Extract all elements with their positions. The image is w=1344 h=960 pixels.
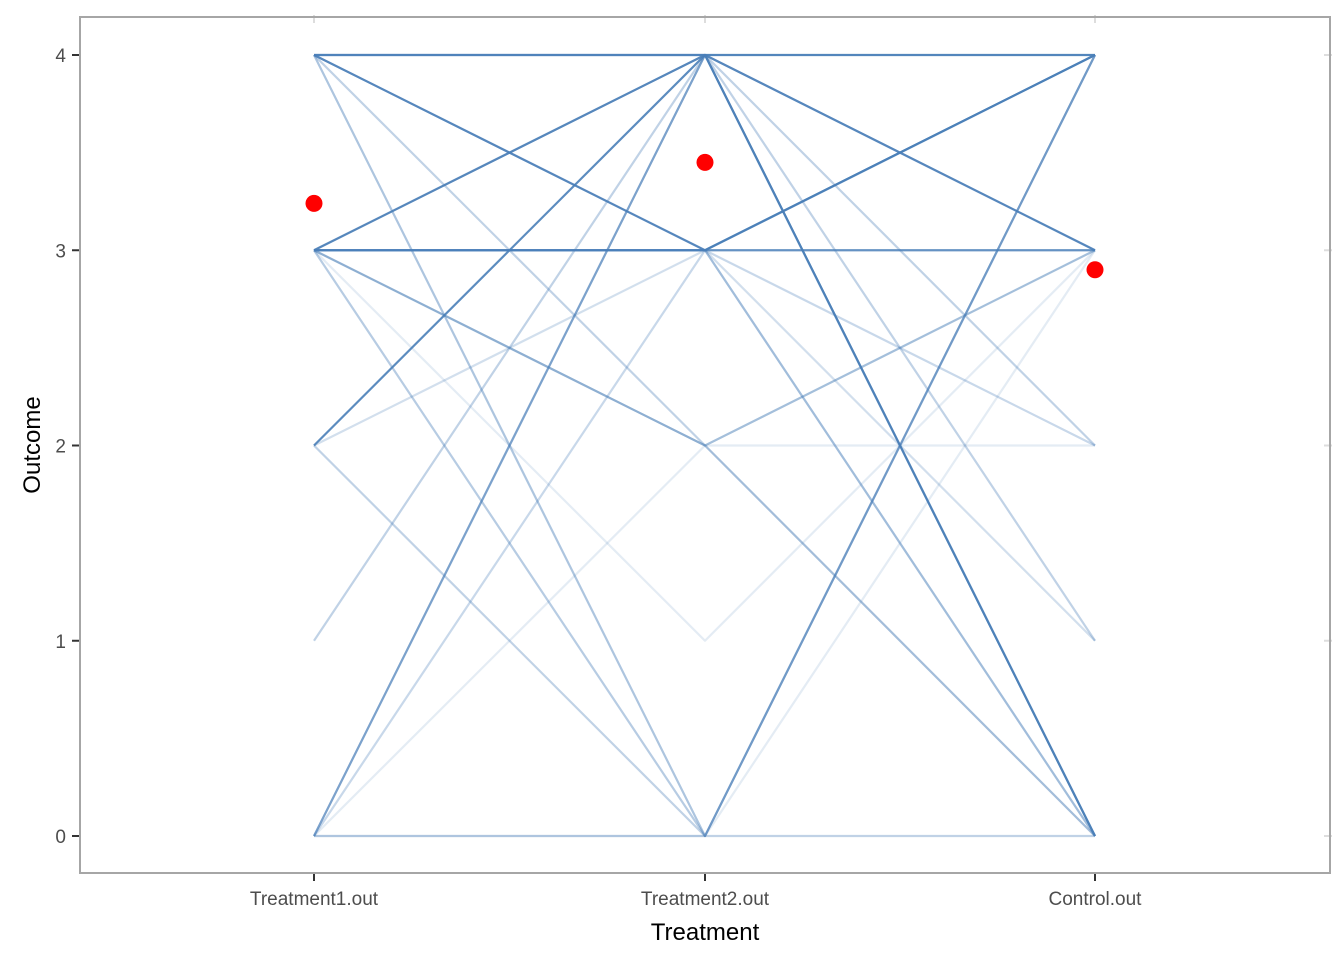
profile-line-12 [313, 249, 1096, 837]
profile-line-24 [314, 54, 1096, 838]
x-tick-label-3: Control.out [1049, 889, 1143, 910]
profile-line-7 [313, 53, 1096, 837]
profile-line-10 [313, 249, 1096, 447]
profile-line-21 [313, 53, 1096, 837]
mean-point-3 [1086, 261, 1104, 279]
profile-line-15 [313, 249, 1096, 642]
profile-line-13 [313, 53, 1096, 642]
y-tick-label-1: 1 [55, 632, 66, 653]
profile-line-16 [313, 444, 1095, 837]
mean-point-1 [305, 194, 323, 212]
profile-line-19 [313, 54, 1096, 837]
y-tick-label-4: 4 [55, 46, 66, 67]
profile-line-11 [313, 54, 1096, 837]
profile-line-14 [313, 249, 1096, 642]
y-axis-title: Outcome [19, 396, 46, 493]
x-tick-label-2: Treatment2.out [641, 889, 770, 910]
y-axis-tick-labels: 0 1 2 3 4 [55, 46, 66, 848]
profile-line-20 [313, 444, 1095, 838]
mean-point-2 [696, 153, 714, 171]
profile-line-23 [314, 53, 1096, 837]
x-axis-tick-labels: Treatment1.out Treatment2.out Control.out [250, 889, 1142, 910]
panel-border [79, 16, 1331, 874]
profile-line-18 [314, 249, 1096, 838]
profile-line-22 [313, 249, 1096, 837]
y-tick-label-0: 0 [55, 827, 66, 848]
mean-points [305, 153, 1104, 279]
y-tick-label-3: 3 [55, 241, 66, 262]
x-tick-label-1: Treatment1.out [250, 889, 379, 910]
profile-line-17 [313, 53, 1096, 447]
profile-lines [313, 53, 1096, 838]
x-axis-title: Treatment [651, 919, 760, 946]
y-tick-label-2: 2 [55, 437, 66, 458]
profile-line-25 [314, 249, 1096, 837]
